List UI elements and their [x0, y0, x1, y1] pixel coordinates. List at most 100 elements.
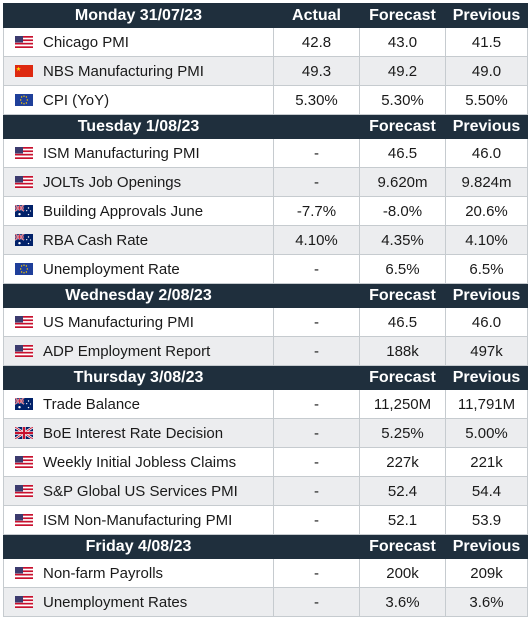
- column-header-previous: Previous: [445, 3, 528, 28]
- event-name: ISM Non-Manufacturing PMI: [43, 511, 233, 529]
- forecast-value: 5.30%: [359, 85, 446, 115]
- calendar-table: Monday 31/07/23 Actual Forecast Previous Chi…: [3, 3, 528, 617]
- previous-value: 41.5: [445, 27, 528, 57]
- forecast-value: 52.1: [359, 505, 446, 535]
- event-row-us-manufacturing-pmi: US Manufacturing PMI -46.5 46.0: [3, 307, 528, 337]
- eu-flag-icon: [15, 94, 33, 106]
- event-name-cell: Weekly Initial Jobless Claims: [3, 447, 274, 477]
- actual-value: -: [273, 418, 360, 448]
- event-row-unemployment-rate: Unemployment Rate -6.5% 6.5%: [3, 254, 528, 284]
- event-name: S&P Global US Services PMI: [43, 482, 238, 500]
- event-row-weekly-initial-jobless-claims: Weekly Initial Jobless Claims -227k 221k: [3, 447, 528, 477]
- event-name-cell: Unemployment Rates: [3, 587, 274, 617]
- event-row-adp-employment-report: ADP Employment Report -188k 497k: [3, 336, 528, 366]
- forecast-value: 11,250M: [359, 389, 446, 419]
- actual-value: -: [273, 476, 360, 506]
- forecast-value: -8.0%: [359, 196, 446, 226]
- previous-value: 4.10%: [445, 225, 528, 255]
- event-name: Chicago PMI: [43, 33, 129, 51]
- day-header: Thursday 3/08/23 Forecast Previous: [3, 365, 528, 390]
- event-name-cell: Unemployment Rate: [3, 254, 274, 284]
- forecast-value: 5.25%: [359, 418, 446, 448]
- forecast-value: 49.2: [359, 56, 446, 86]
- event-name: Non-farm Payrolls: [43, 564, 164, 582]
- us-flag-icon: [15, 345, 33, 357]
- event-name: Building Approvals June: [43, 202, 204, 220]
- event-name: Unemployment Rate: [43, 260, 180, 278]
- event-row-s-p-global-us-services-pmi: S&P Global US Services PMI -52.4 54.4: [3, 476, 528, 506]
- actual-value: -: [273, 307, 360, 337]
- event-name-cell: Chicago PMI: [3, 27, 274, 57]
- au-flag-icon: [15, 398, 33, 410]
- au-flag-icon: [15, 205, 33, 217]
- event-name-cell: RBA Cash Rate: [3, 225, 274, 255]
- actual-value: 49.3: [273, 56, 360, 86]
- column-header-previous: Previous: [445, 534, 528, 559]
- actual-value: -: [273, 167, 360, 197]
- us-flag-icon: [15, 567, 33, 579]
- day-title: Wednesday 2/08/23: [3, 283, 274, 308]
- previous-value: 11,791M: [445, 389, 528, 419]
- event-row-jolts-job-openings: JOLTs Job Openings -9.620m 9.824m: [3, 167, 528, 197]
- event-row-ism-manufacturing-pmi: ISM Manufacturing PMI -46.5 46.0: [3, 138, 528, 168]
- column-header-empty: [273, 365, 360, 390]
- event-name: BoE Interest Rate Decision: [43, 424, 224, 442]
- column-header-forecast: Forecast: [359, 114, 446, 139]
- event-row-trade-balance: Trade Balance -11,250M 11,791M: [3, 389, 528, 419]
- column-header-forecast: Forecast: [359, 534, 446, 559]
- event-name: NBS Manufacturing PMI: [43, 62, 204, 80]
- previous-value: 3.6%: [445, 587, 528, 617]
- previous-value: 54.4: [445, 476, 528, 506]
- event-name: RBA Cash Rate: [43, 231, 149, 249]
- column-header-empty: [273, 114, 360, 139]
- us-flag-icon: [15, 514, 33, 526]
- day-title: Monday 31/07/23: [3, 3, 274, 28]
- event-name: CPI (YoY): [43, 91, 110, 109]
- event-row-nbs-manufacturing-pmi: NBS Manufacturing PMI 49.3 49.2 49.0: [3, 56, 528, 86]
- previous-value: 6.5%: [445, 254, 528, 284]
- column-header-actual: Actual: [273, 3, 360, 28]
- day-title: Friday 4/08/23: [3, 534, 274, 559]
- actual-value: 4.10%: [273, 225, 360, 255]
- uk-flag-icon: [15, 427, 33, 439]
- previous-value: 20.6%: [445, 196, 528, 226]
- previous-value: 49.0: [445, 56, 528, 86]
- event-name: US Manufacturing PMI: [43, 313, 194, 331]
- previous-value: 5.00%: [445, 418, 528, 448]
- column-header-previous: Previous: [445, 114, 528, 139]
- event-name-cell: ADP Employment Report: [3, 336, 274, 366]
- forecast-value: 4.35%: [359, 225, 446, 255]
- event-name-cell: Non-farm Payrolls: [3, 558, 274, 588]
- event-row-rba-cash-rate: RBA Cash Rate 4.10% 4.35% 4.10%: [3, 225, 528, 255]
- actual-value: -: [273, 558, 360, 588]
- event-name-cell: Building Approvals June: [3, 196, 274, 226]
- actual-value: -: [273, 587, 360, 617]
- us-flag-icon: [15, 176, 33, 188]
- event-name-cell: JOLTs Job Openings: [3, 167, 274, 197]
- au-flag-icon: [15, 234, 33, 246]
- event-row-unemployment-rates: Unemployment Rates -3.6% 3.6%: [3, 587, 528, 617]
- column-header-forecast: Forecast: [359, 365, 446, 390]
- event-name: ISM Manufacturing PMI: [43, 144, 200, 162]
- economic-calendar: Monday 31/07/23 Actual Forecast Previous Chi…: [3, 3, 528, 617]
- actual-value: -: [273, 389, 360, 419]
- event-name-cell: BoE Interest Rate Decision: [3, 418, 274, 448]
- event-row-non-farm-payrolls: Non-farm Payrolls -200k 209k: [3, 558, 528, 588]
- forecast-value: 6.5%: [359, 254, 446, 284]
- actual-value: 42.8: [273, 27, 360, 57]
- column-header-forecast: Forecast: [359, 283, 446, 308]
- forecast-value: 3.6%: [359, 587, 446, 617]
- forecast-value: 46.5: [359, 138, 446, 168]
- column-header-previous: Previous: [445, 365, 528, 390]
- forecast-value: 9.620m: [359, 167, 446, 197]
- event-name: Weekly Initial Jobless Claims: [43, 453, 237, 471]
- event-row-ism-non-manufacturing-pmi: ISM Non-Manufacturing PMI -52.1 53.9: [3, 505, 528, 535]
- forecast-value: 200k: [359, 558, 446, 588]
- actual-value: 5.30%: [273, 85, 360, 115]
- us-flag-icon: [15, 147, 33, 159]
- event-name: Unemployment Rates: [43, 593, 188, 611]
- us-flag-icon: [15, 36, 33, 48]
- column-header-forecast: Forecast: [359, 3, 446, 28]
- forecast-value: 46.5: [359, 307, 446, 337]
- actual-value: -: [273, 138, 360, 168]
